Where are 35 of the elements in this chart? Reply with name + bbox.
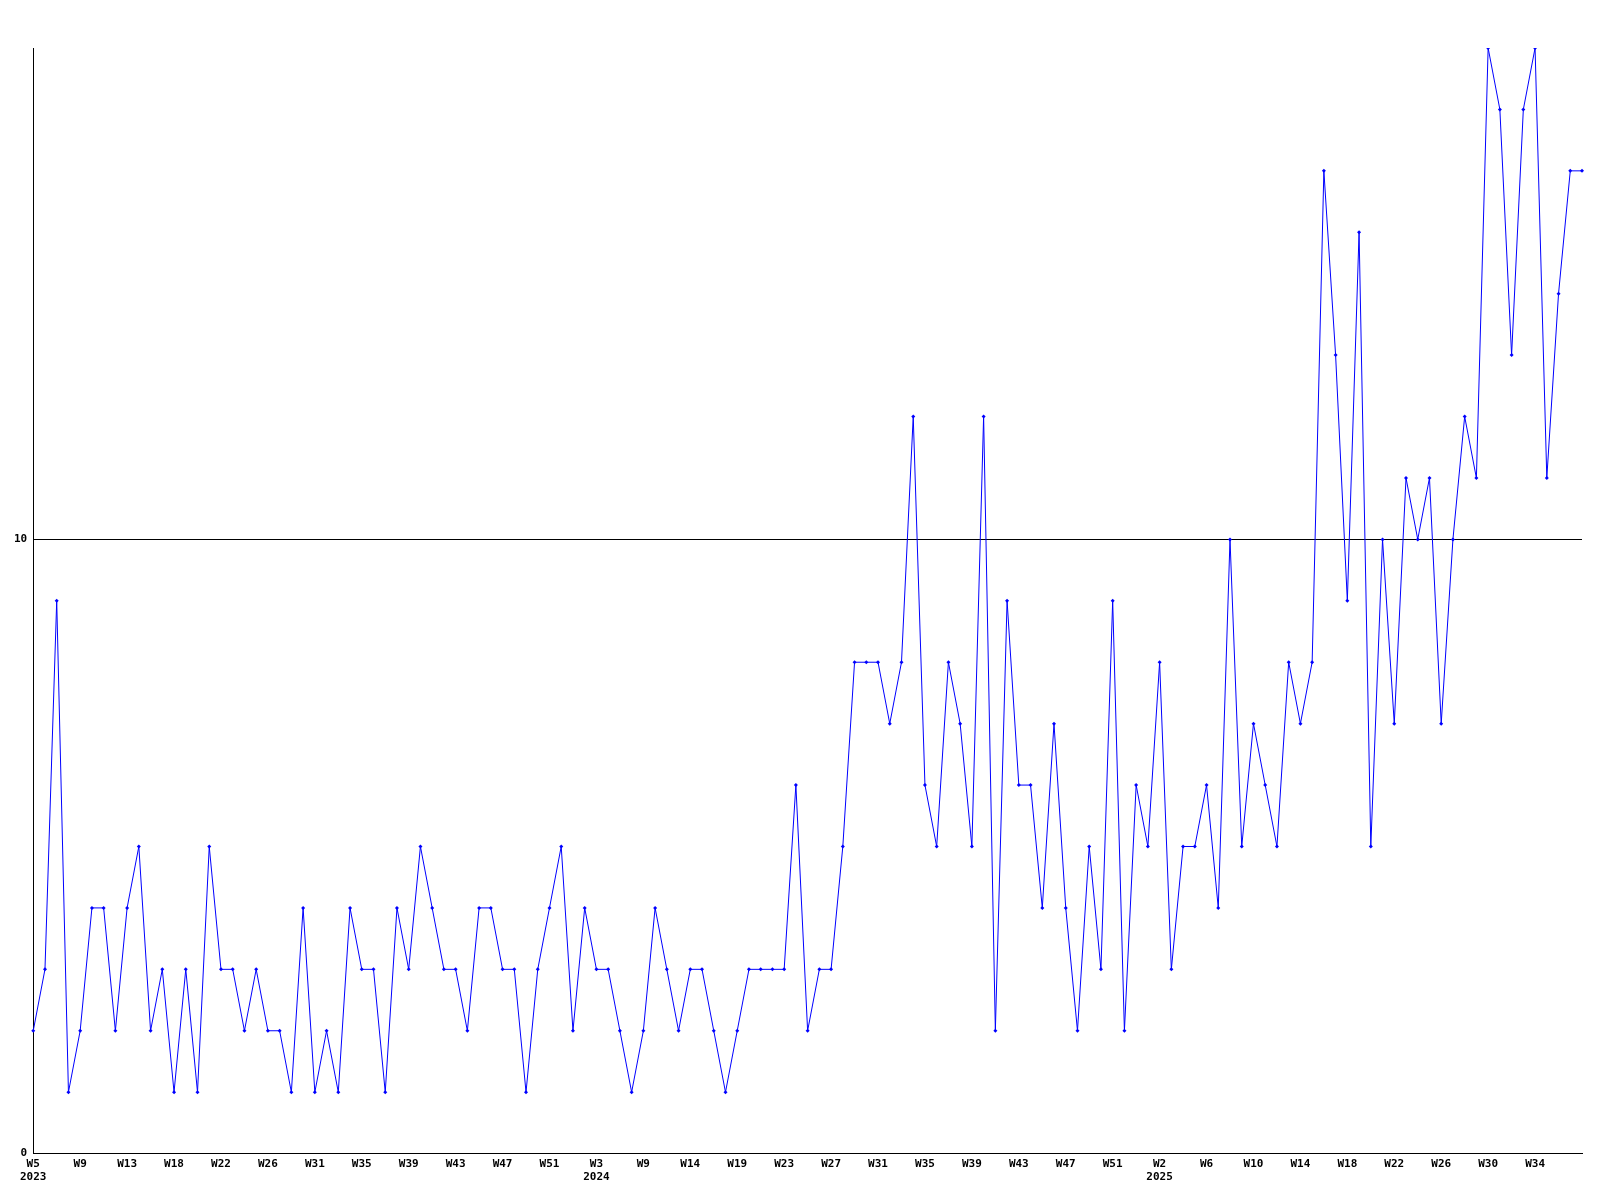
x-tick-label: W39	[398, 1157, 419, 1171]
x-tick-label: W18	[164, 1157, 184, 1171]
x-tick-label: W22	[1384, 1157, 1405, 1171]
x-tick-label: W35	[915, 1157, 935, 1171]
x-tick-label: W47	[1055, 1157, 1076, 1171]
x-tick-label: W18	[1337, 1157, 1358, 1171]
x-tick-label: W13	[117, 1157, 138, 1171]
x-tick-label: W22	[211, 1157, 231, 1171]
y-tick-label: 10	[14, 532, 28, 546]
x-tick-label: W51	[539, 1157, 560, 1171]
x-tick-label: W51	[1102, 1157, 1123, 1171]
x-tick-label: W47	[492, 1157, 513, 1171]
x-tick-label: W26	[257, 1157, 279, 1171]
x-tick-label: W14	[680, 1157, 701, 1171]
x-tick-label: W9	[73, 1157, 87, 1171]
y-tick-label: 0	[20, 1146, 28, 1160]
x-tick-label: W31	[304, 1157, 326, 1171]
x-tick-label: W2 2025	[1146, 1157, 1173, 1184]
x-tick-label: W43	[1008, 1157, 1029, 1171]
x-tick-label: W5 2023	[20, 1157, 47, 1184]
x-tick-label: W39	[961, 1157, 982, 1171]
x-tick-label: W23	[774, 1157, 795, 1171]
x-tick-label: W30	[1478, 1157, 1499, 1171]
x-tick-label: W19	[727, 1157, 748, 1171]
x-tick-label: W9	[636, 1157, 650, 1171]
x-tick-label: W34	[1525, 1157, 1546, 1171]
x-tick-label: W31	[868, 1157, 889, 1171]
x-tick-label: W14	[1290, 1157, 1311, 1171]
x-tick-label: W26	[1431, 1157, 1452, 1171]
x-tick-label: W43	[445, 1157, 466, 1171]
x-tick-label: W35	[351, 1157, 372, 1171]
x-tick-label: W6	[1199, 1157, 1214, 1171]
x-tick-label: W3 2024	[583, 1157, 611, 1184]
x-tick-label: W27	[821, 1157, 842, 1171]
x-tick-label: W10	[1243, 1157, 1264, 1171]
